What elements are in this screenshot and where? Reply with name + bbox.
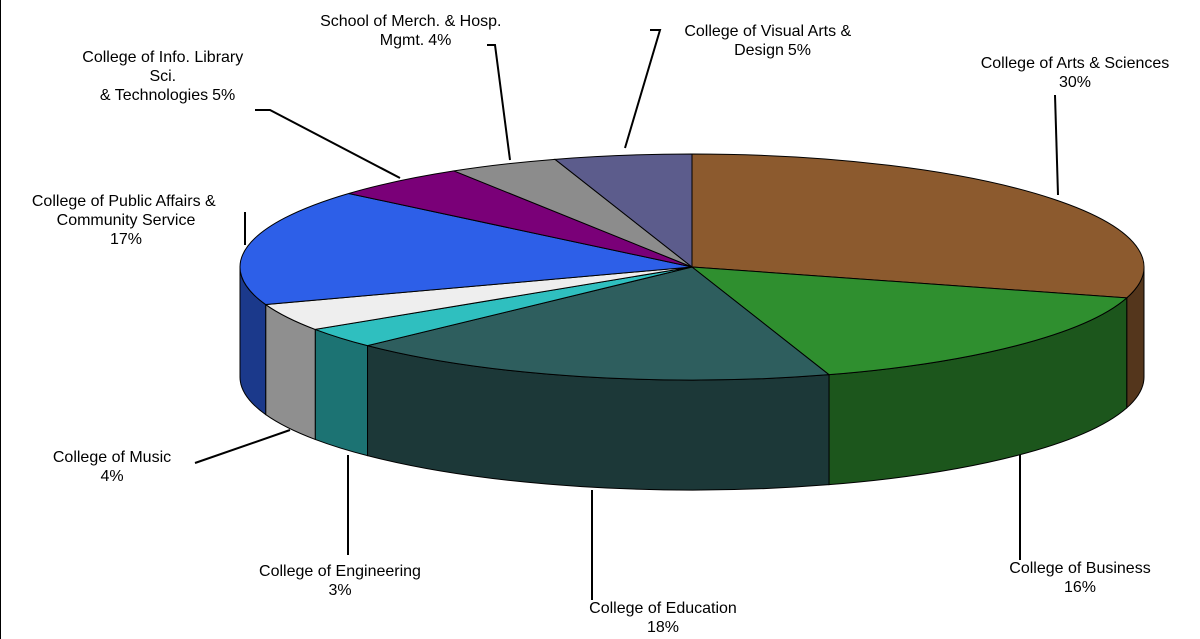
value-label: 3%	[328, 582, 351, 599]
category-label: College of Music	[53, 449, 171, 466]
label-line: School of Merch. & Hosp.	[320, 13, 506, 30]
category-label: College of Info. Library Sci. & Technolo…	[82, 49, 247, 104]
value-label: 17%	[110, 231, 142, 248]
leader-line	[487, 44, 511, 161]
label-line: College of Music	[53, 449, 171, 466]
label-line: Sci.	[149, 68, 180, 85]
label-line: College of Public Affairs &	[32, 193, 220, 210]
leader-line	[255, 109, 401, 179]
value-label: 30%	[1059, 74, 1091, 91]
category-label: College of Business	[1009, 560, 1150, 577]
category-label: College of Engineering	[259, 563, 421, 580]
category-label: College of Arts & Sciences	[981, 55, 1170, 72]
value-label: 5%	[788, 42, 811, 59]
value-label: 4%	[428, 32, 451, 49]
value-label: 4%	[100, 468, 123, 485]
slice	[367, 266, 831, 381]
label-line: Mgmt.	[380, 32, 424, 49]
slice	[553, 153, 693, 269]
value-label: 18%	[647, 619, 679, 636]
category-label: College of Education	[589, 600, 737, 617]
slice-side	[314, 328, 369, 457]
label-line: & Technologies	[100, 87, 208, 104]
leader-line	[624, 29, 662, 149]
leader-line	[1054, 94, 1059, 196]
label-line: College of Visual Arts &	[684, 23, 855, 40]
slice	[690, 266, 1128, 376]
slice	[691, 153, 1145, 299]
value-label: 5%	[212, 87, 235, 104]
label-line: College of Engineering	[259, 563, 421, 580]
category-label: College of Visual Arts & Design	[684, 23, 855, 59]
category-label: School of Merch. & Hosp. Mgmt.	[320, 13, 506, 49]
label-line: College of Info. Library	[82, 49, 247, 66]
slice	[239, 192, 693, 306]
leader-line	[194, 429, 291, 464]
category-label: College of Public Affairs & Community Se…	[32, 193, 220, 229]
label-line: Community Service	[57, 212, 196, 229]
label-line: College of Education	[589, 600, 737, 617]
value-label: 16%	[1064, 579, 1096, 596]
label-line: College of Business	[1009, 560, 1150, 577]
label-line: Design	[734, 42, 784, 59]
label-line: College of Arts & Sciences	[981, 55, 1170, 72]
